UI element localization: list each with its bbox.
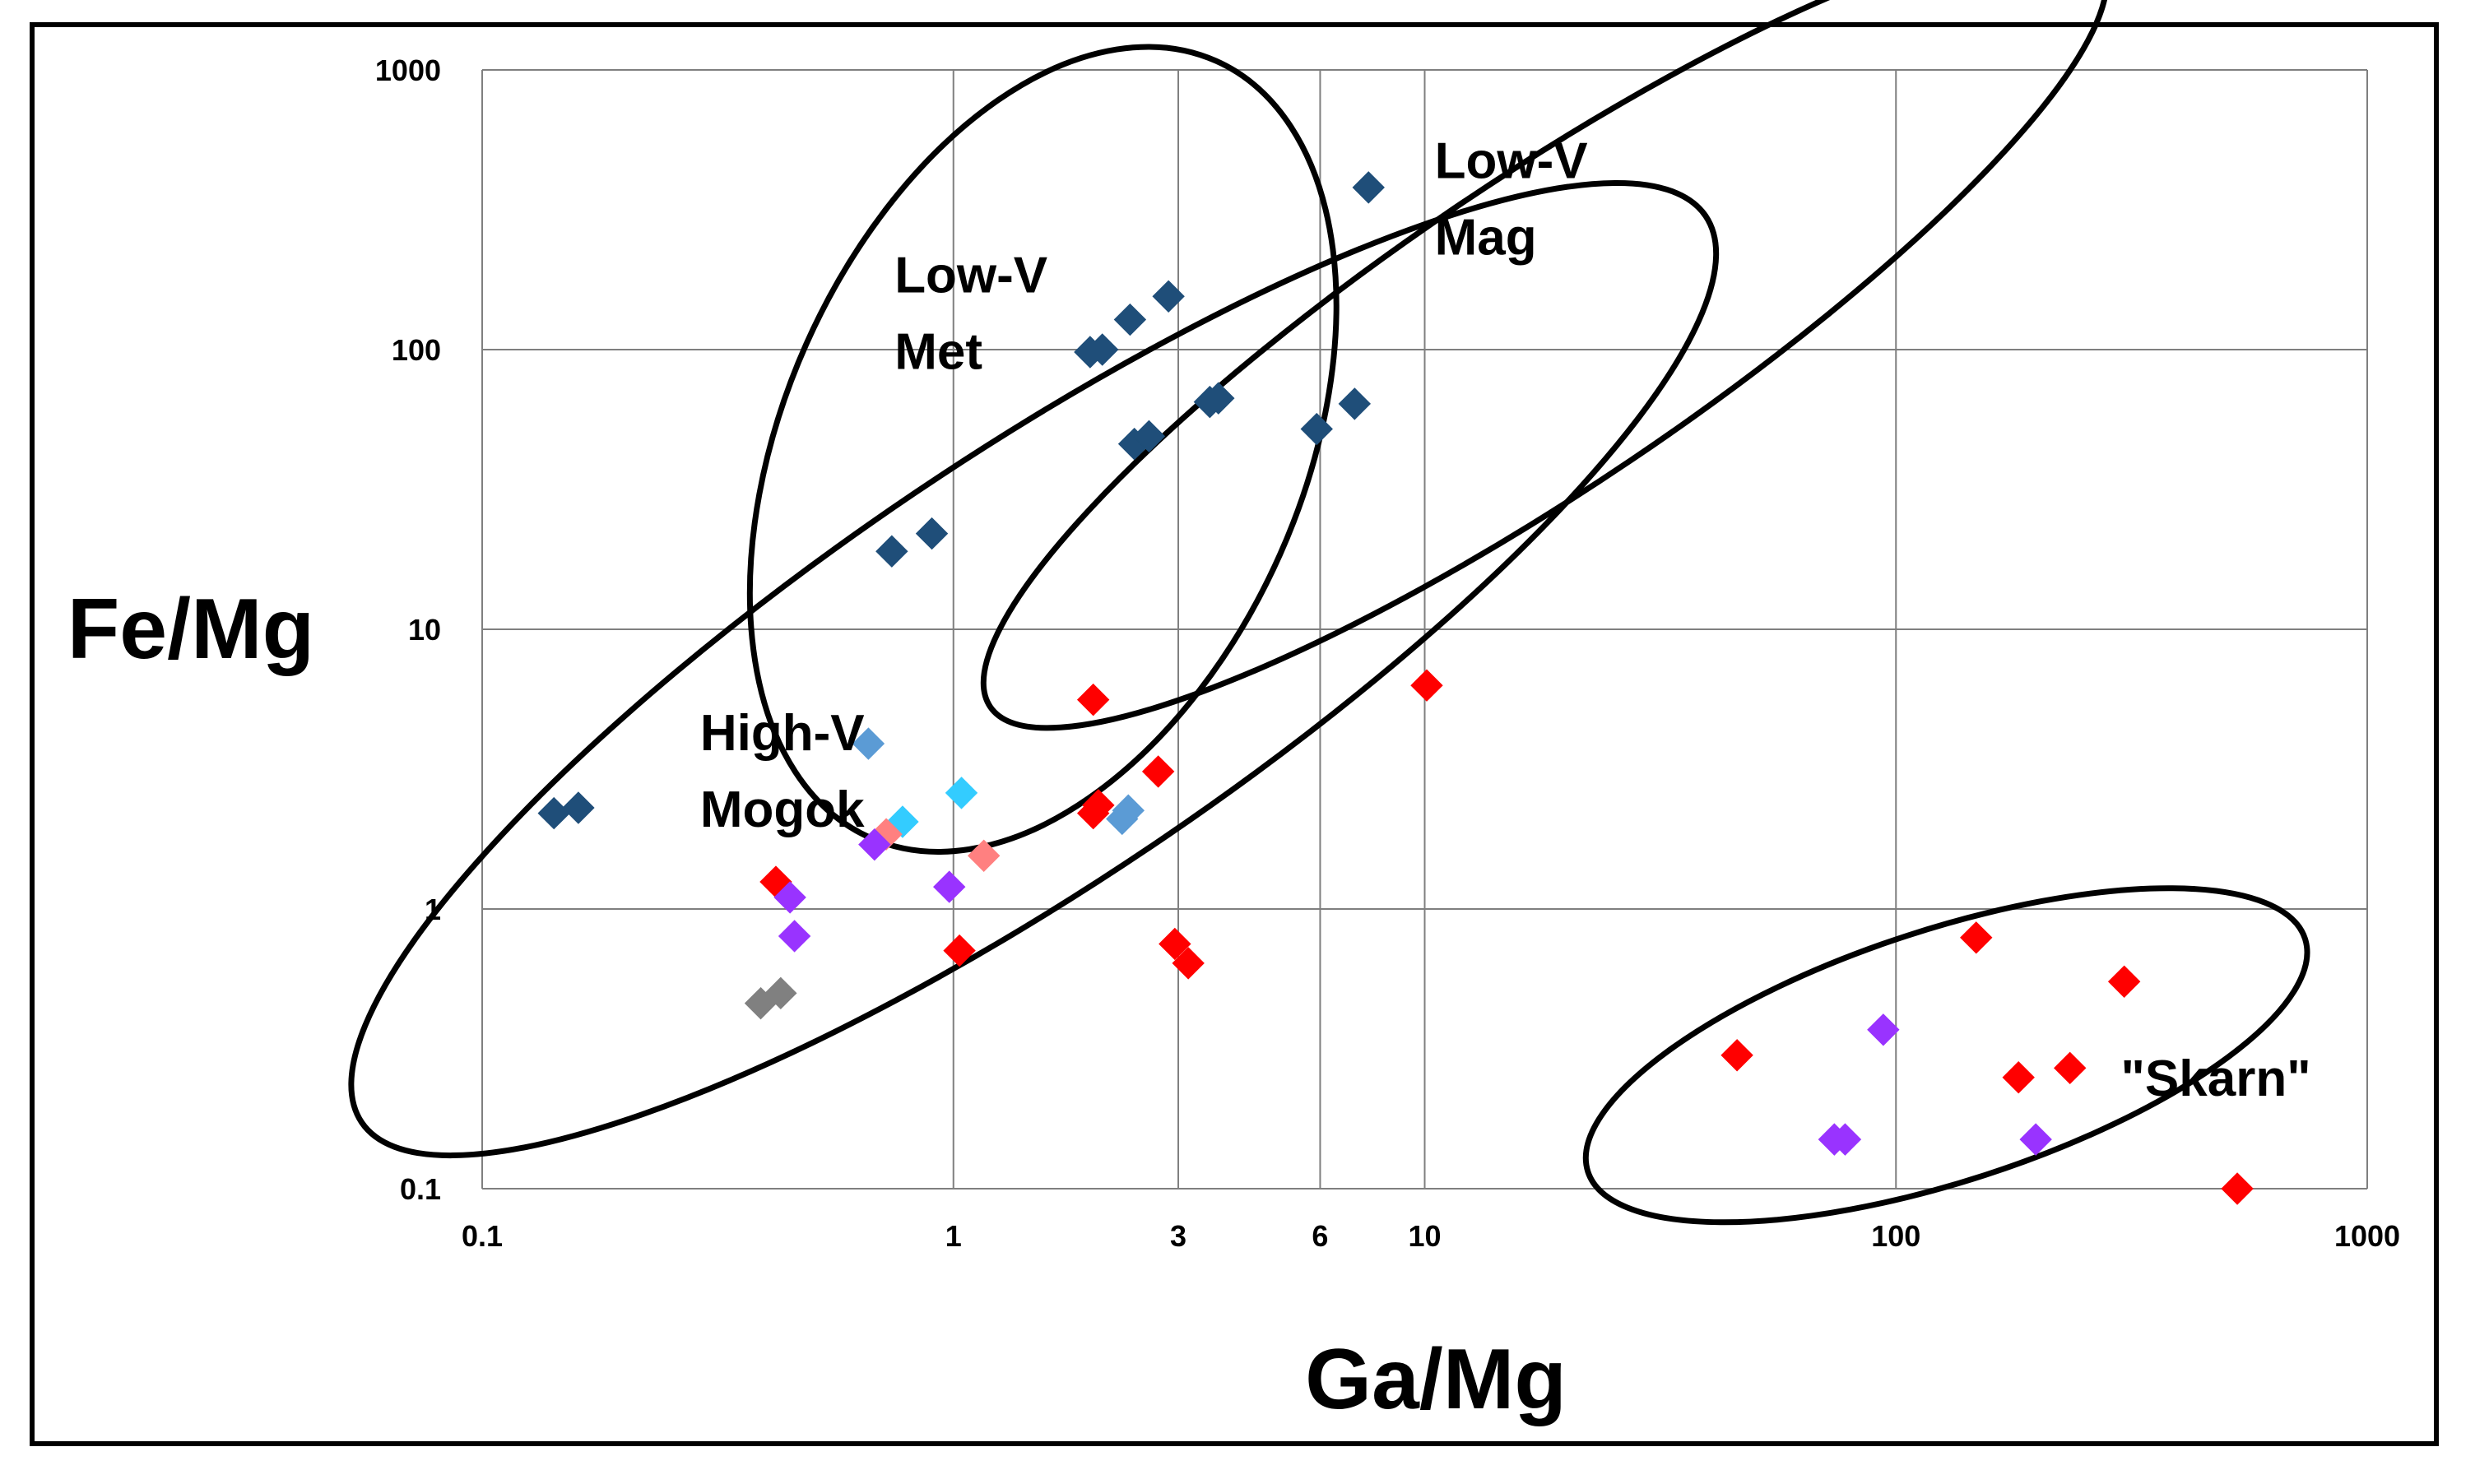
- data-point-medium-blue: [852, 727, 885, 760]
- y-axis-title: Fe/Mg: [67, 582, 314, 677]
- data-point-purple: [1828, 1123, 1862, 1156]
- data-point-dark-blue: [1202, 382, 1235, 415]
- data-point-dark-blue: [1338, 387, 1372, 420]
- region-label: Mag: [1435, 210, 1537, 267]
- data-point-red: [1141, 755, 1175, 788]
- y-tick-label: 100: [392, 333, 441, 367]
- data-point-medium-blue: [1112, 794, 1145, 827]
- data-point-purple: [1867, 1013, 1900, 1046]
- data-point-dark-blue: [915, 517, 949, 550]
- data-point-red: [1159, 927, 1191, 961]
- tick-labels: 0.1 1 10 100 1000 0.1 1 3 6 10 100 1000: [375, 53, 2400, 1253]
- data-point-purple: [778, 920, 811, 953]
- grid-lines: [481, 69, 2368, 1190]
- data-point-light-blue: [945, 777, 978, 809]
- data-point-dark-blue: [875, 535, 908, 568]
- x-tick-label: 1: [945, 1219, 962, 1253]
- figure-frame: [30, 22, 2439, 1446]
- data-point-pink: [967, 839, 1001, 872]
- x-tick-label: 3: [1170, 1219, 1186, 1253]
- data-points: [537, 171, 2254, 1205]
- x-tick-label: 100: [1871, 1219, 1920, 1253]
- data-point-dark-blue: [1086, 333, 1119, 366]
- region-label: High-V: [700, 705, 865, 762]
- data-point-purple: [773, 881, 806, 914]
- region-ellipse: [1582, 885, 2310, 1226]
- data-point-purple: [858, 828, 891, 861]
- x-tick-label: 1000: [2334, 1219, 2400, 1253]
- region-label: Low-V: [894, 248, 1047, 304]
- region-label: Met: [894, 324, 982, 381]
- data-point-red: [2002, 1060, 2035, 1094]
- x-axis-title: Ga/Mg: [1305, 1332, 1567, 1427]
- region-ellipse: [980, 0, 2110, 731]
- region-label: Low-V: [1435, 133, 1588, 190]
- data-point-purple: [933, 870, 966, 903]
- data-point-red: [1172, 947, 1205, 980]
- region-label: Mogok: [700, 781, 865, 838]
- data-point-gray: [764, 976, 797, 1010]
- x-tick-label: 10: [1408, 1219, 1441, 1253]
- data-point-dark-blue: [1152, 280, 1185, 313]
- data-point-dark-blue: [1132, 420, 1166, 453]
- y-tick-label: 0.1: [400, 1172, 441, 1206]
- data-point-purple: [2019, 1123, 2052, 1156]
- data-point-dark-blue: [562, 791, 595, 824]
- region-ellipses: [348, 0, 2310, 1226]
- x-tick-label: 0.1: [462, 1219, 503, 1253]
- data-point-red: [1410, 669, 1443, 702]
- data-point-red: [1960, 921, 1993, 954]
- region-labels: Low-V Met Low-V Mag High-V Mogok "Skarn": [700, 133, 2311, 1107]
- data-point-red: [2054, 1051, 2087, 1085]
- data-point-red: [1076, 683, 1110, 716]
- data-point-dark-blue: [1352, 171, 1385, 204]
- data-point-dark-blue: [1300, 412, 1333, 446]
- data-point-red: [2221, 1172, 2254, 1205]
- data-point-dark-blue: [537, 796, 570, 830]
- y-tick-label: 1000: [375, 53, 441, 87]
- data-point-red: [1720, 1039, 1753, 1072]
- data-point-red: [943, 934, 976, 967]
- data-point-red: [2107, 965, 2141, 998]
- region-label: "Skarn": [2121, 1050, 2311, 1107]
- region-ellipse: [348, 179, 1720, 1159]
- data-point-red: [1082, 789, 1115, 822]
- y-tick-label: 10: [408, 613, 441, 647]
- x-tick-label: 6: [1312, 1219, 1328, 1253]
- y-tick-label: 1: [425, 893, 441, 926]
- data-point-dark-blue: [1113, 303, 1147, 336]
